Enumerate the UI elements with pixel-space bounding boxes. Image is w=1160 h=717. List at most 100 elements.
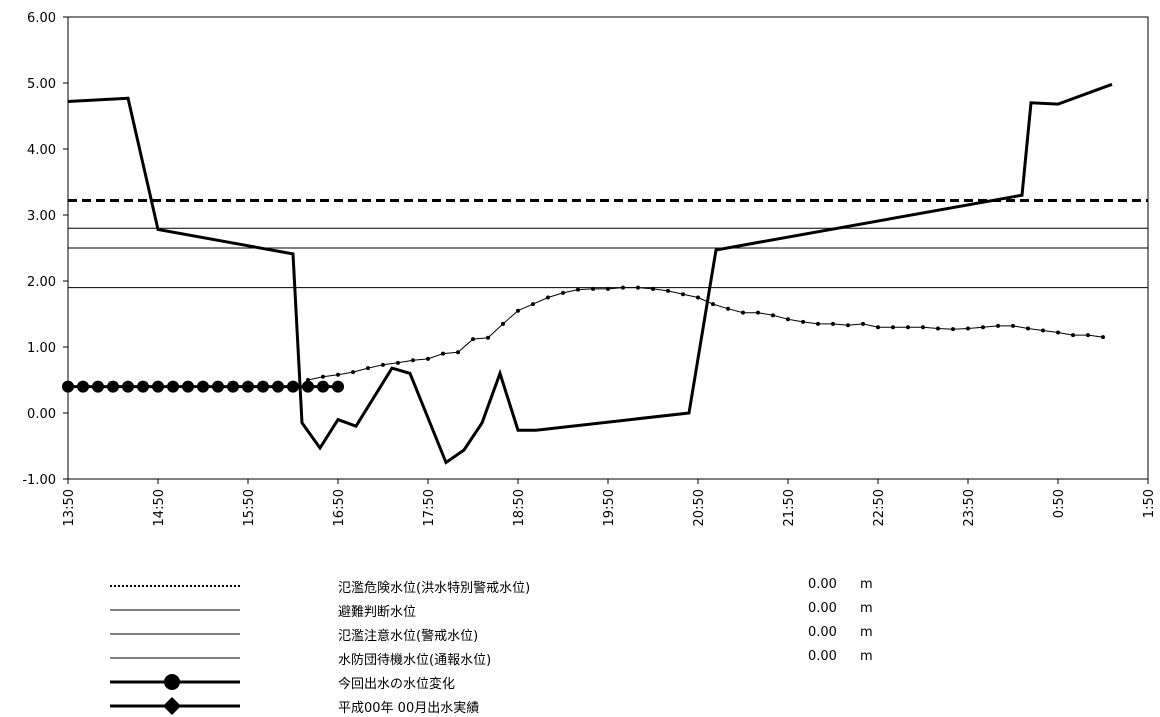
current-flood-point <box>212 380 225 393</box>
observed-line <box>307 287 1104 381</box>
legend-row-past-flood: 平成00年 00月出水実績 <box>0 695 1160 717</box>
observed-point <box>756 310 761 315</box>
observed-point <box>486 335 491 340</box>
observed-point <box>365 366 370 371</box>
legend-sample-evacuation-level <box>110 609 240 611</box>
legend-sample-standby-level <box>110 657 240 659</box>
legend-sample-danger-level <box>110 585 240 587</box>
current-flood-point <box>62 380 74 393</box>
legend-row-caution-level: 氾濫注意水位(警戒水位) 0.00 m <box>0 623 1160 645</box>
current-flood-point <box>181 380 194 393</box>
legend-label-standby-level: 水防団待機水位(通報水位) <box>338 653 492 668</box>
current-flood-point <box>226 380 239 393</box>
x-tick-label: 15:50 <box>242 489 257 526</box>
legend-label-caution-level: 氾濫注意水位(警戒水位) <box>338 629 479 644</box>
observed-point <box>1101 335 1105 340</box>
past-flood-line <box>67 82 1113 465</box>
observed-point <box>381 362 385 367</box>
current-flood-point <box>107 380 119 393</box>
current-flood-point <box>136 380 149 393</box>
current-flood-point <box>271 380 284 393</box>
observed-point <box>981 325 986 330</box>
observed-point <box>711 302 716 307</box>
observed-point <box>741 310 745 315</box>
observed-point <box>876 325 880 330</box>
observed-point <box>966 326 970 331</box>
observed-point <box>846 323 851 328</box>
legend-label-current-flood: 今回出水の水位変化 <box>338 677 456 692</box>
y-tick-label: 6.00 <box>27 11 56 26</box>
observed-point <box>590 286 595 291</box>
y-tick-label: 4.00 <box>27 143 56 158</box>
legend-row-danger-level: 氾濫危険水位(洪水特別警戒水位) 0.00 m <box>0 575 1160 597</box>
legend-sample-current-flood <box>110 674 240 690</box>
y-axis: 6.00 5.00 4.00 3.00 2.00 1.00 0.00 -1.00 <box>22 11 68 488</box>
current-flood-point <box>91 380 104 393</box>
observed-point <box>950 327 955 332</box>
current-flood-point <box>197 380 209 393</box>
legend-label-past-flood: 平成00年 00月出水実績 <box>338 701 480 716</box>
current-flood-point <box>332 380 344 393</box>
legend-value-standby-level: 0.00 <box>808 649 837 664</box>
observed-point <box>651 286 655 291</box>
legend-row-current-flood: 今回出水の水位変化 <box>0 671 1160 693</box>
legend-unit-danger-level: m <box>860 577 873 592</box>
observed-point <box>396 360 401 365</box>
current-flood-point <box>257 380 270 393</box>
observed-point <box>666 288 671 293</box>
observed-point <box>320 374 325 379</box>
observed-point <box>410 358 415 363</box>
observed-point <box>351 370 356 375</box>
observed-point <box>1026 326 1031 331</box>
legend-unit-evacuation-level: m <box>860 601 873 616</box>
x-tick-label: 17:50 <box>422 489 437 526</box>
observed-point <box>531 302 536 307</box>
current-flood-point <box>302 380 315 393</box>
series-layer <box>62 82 1148 465</box>
observed-point <box>576 287 581 292</box>
x-tick-label: 22:50 <box>872 489 887 526</box>
observed-point <box>905 325 910 330</box>
legend-sample-caution-level <box>110 633 240 635</box>
observed-point <box>696 295 700 300</box>
observed-point <box>471 337 475 342</box>
observed-point <box>1040 328 1045 333</box>
observed-point <box>860 321 865 326</box>
y-tick-label: 5.00 <box>27 77 56 92</box>
y-tick-label: -1.00 <box>22 473 56 488</box>
legend-value-evacuation-level: 0.00 <box>808 601 837 616</box>
observed-point <box>1071 333 1076 338</box>
observed-point <box>786 317 790 322</box>
legend-sample-past-flood <box>110 697 240 715</box>
current-flood-point <box>152 380 164 393</box>
observed-point <box>831 321 835 326</box>
legend-row-evacuation-level: 避難判断水位 0.00 m <box>0 599 1160 621</box>
current-flood-point <box>316 380 329 393</box>
x-tick-label: 19:50 <box>602 489 617 526</box>
legend-unit-standby-level: m <box>860 649 873 664</box>
x-tick-label: 20:50 <box>692 489 707 526</box>
current-flood-point <box>287 380 299 393</box>
x-tick-label: 16:50 <box>332 489 347 526</box>
observed-point <box>441 351 446 356</box>
observed-point <box>1056 330 1060 335</box>
x-tick-label: 21:50 <box>782 489 797 526</box>
x-tick-label: 1:50 <box>1142 489 1157 518</box>
observed-point <box>1085 333 1090 338</box>
current-flood-point <box>167 380 180 393</box>
observed-point <box>500 321 505 326</box>
observed-point <box>336 372 340 377</box>
observed-point <box>815 321 820 326</box>
observed-point <box>561 290 565 295</box>
current-flood-point <box>242 380 254 393</box>
legend-unit-caution-level: m <box>860 625 873 640</box>
observed-point <box>426 356 430 361</box>
observed-point <box>770 313 775 318</box>
current-flood-point <box>122 380 135 393</box>
legend-label-evacuation-level: 避難判断水位 <box>338 605 417 620</box>
x-tick-label: 13:50 <box>62 489 77 526</box>
observed-point <box>306 378 311 382</box>
y-tick-label: 2.00 <box>27 275 56 290</box>
observed-point <box>891 325 896 330</box>
